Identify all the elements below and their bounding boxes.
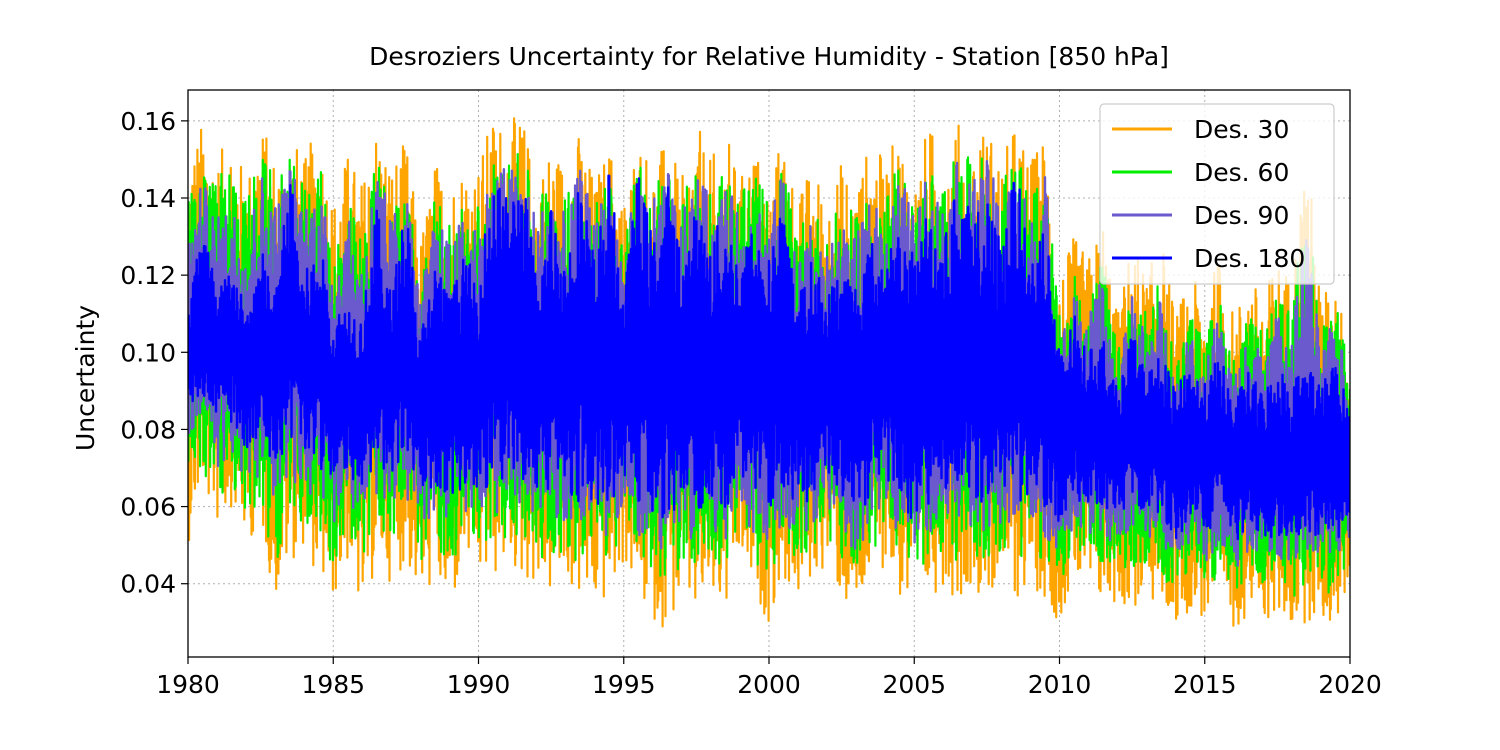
- legend-label: Des. 60: [1194, 158, 1289, 187]
- x-tick-label: 1985: [301, 670, 365, 699]
- chart-title: Desroziers Uncertainty for Relative Humi…: [369, 42, 1169, 71]
- y-tick-label: 0.10: [120, 338, 176, 367]
- y-tick-label: 0.08: [120, 415, 176, 444]
- y-axis-label: Uncertainty: [71, 305, 100, 451]
- x-tick-label: 1995: [592, 670, 656, 699]
- y-tick-label: 0.04: [120, 570, 176, 599]
- x-tick-label: 2005: [882, 670, 946, 699]
- x-tick-label: 1990: [447, 670, 511, 699]
- legend-label: Des. 180: [1194, 244, 1305, 273]
- legend-label: Des. 90: [1194, 201, 1289, 230]
- x-tick-label: 2000: [737, 670, 801, 699]
- y-tick-label: 0.12: [120, 261, 176, 290]
- x-tick-label: 2020: [1318, 670, 1382, 699]
- series-layer: [188, 117, 1350, 628]
- legend: Des. 30 Des. 60 Des. 90 Des. 180: [1099, 103, 1335, 285]
- y-tick-label: 0.06: [120, 493, 176, 522]
- y-tick-label: 0.16: [120, 107, 176, 136]
- x-tick-label: 2015: [1173, 670, 1237, 699]
- x-tick-label: 1980: [156, 670, 220, 699]
- legend-label: Des. 30: [1194, 115, 1289, 144]
- y-axis: 0.04 0.06 0.08 0.10 0.12 0.14 0.16: [120, 107, 188, 599]
- series-line-4: [188, 174, 1350, 541]
- y-tick-label: 0.14: [120, 184, 176, 213]
- legend-box: [1099, 103, 1335, 285]
- x-axis: 1980 1985 1990 1995 2000 2005 2010 2015 2020: [156, 657, 1382, 699]
- x-tick-label: 2010: [1028, 670, 1092, 699]
